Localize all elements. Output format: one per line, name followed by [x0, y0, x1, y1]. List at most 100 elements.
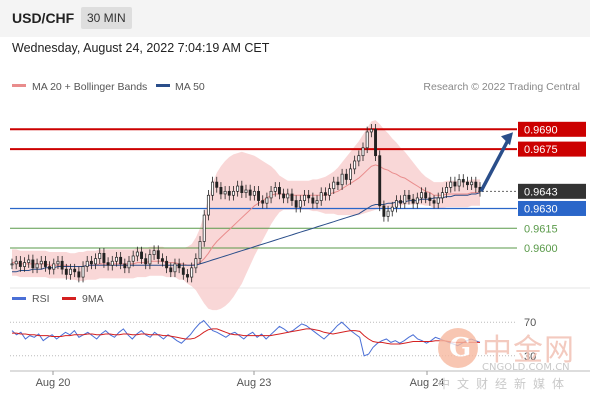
level-label-box-0.9675: [518, 141, 586, 157]
candle-body: [152, 250, 156, 256]
candle-body: [445, 187, 449, 193]
bb-legend-swatch: [12, 84, 26, 87]
candle-body: [290, 193, 294, 201]
candle-body: [202, 214, 206, 242]
candle-body: [365, 131, 369, 149]
level-label-0.9600: 0.9600: [524, 243, 558, 255]
candle-body: [232, 190, 235, 196]
candle-body: [85, 260, 89, 267]
candle-body: [466, 181, 469, 186]
candle-body: [340, 173, 344, 186]
candle-body: [115, 256, 118, 262]
candle-body: [461, 179, 465, 183]
candle-body: [43, 260, 47, 267]
candle-body: [323, 192, 327, 196]
candle-body: [286, 193, 290, 199]
candle-body: [98, 252, 102, 259]
chart-datetime: Wednesday, August 24, 2022 7:04:19 AM CE…: [12, 41, 270, 55]
candle-body: [89, 260, 93, 265]
candle-body: [457, 179, 461, 187]
candle-body: [227, 190, 231, 196]
candle-body: [394, 200, 398, 208]
candle-body: [236, 185, 240, 192]
candle-body: [194, 258, 198, 269]
candle-body: [453, 181, 457, 187]
candle-body: [215, 181, 219, 188]
candle-body: [407, 194, 411, 200]
candle-body: [52, 263, 56, 270]
rsi-layer: 70 30: [10, 317, 536, 363]
timeframe-button[interactable]: 30 MIN: [81, 7, 132, 29]
rsi-tick-30: 30: [524, 351, 536, 363]
candle-body: [123, 263, 127, 269]
candle-body: [35, 263, 39, 269]
candle-body: [307, 194, 311, 199]
candle-body: [257, 190, 260, 201]
candle-body: [319, 192, 323, 201]
candle-body: [357, 155, 361, 162]
candle-body: [211, 181, 215, 196]
candle-body: [315, 200, 319, 204]
candle-body: [369, 128, 373, 133]
candle-body: [144, 258, 148, 265]
candle-body: [81, 266, 85, 278]
candle-body: [56, 260, 60, 265]
x-tick-label: Aug 23: [237, 377, 272, 389]
candle-body: [219, 187, 223, 195]
level-label-0.9690: 0.9690: [524, 124, 558, 136]
candle-body: [474, 181, 478, 188]
candle-body: [332, 181, 336, 190]
candle-body: [94, 258, 98, 265]
candle-body: [432, 200, 436, 204]
credit-text: Research © 2022 Trading Central: [423, 81, 580, 93]
candle-body: [361, 147, 365, 157]
candle-body: [424, 192, 428, 199]
candle-body: [244, 189, 248, 193]
candle-body: [135, 251, 139, 257]
level-label-0.9630: 0.9630: [524, 203, 558, 215]
watermark-url: CNGOLD.COM.CN: [482, 362, 570, 373]
candle-body: [69, 268, 72, 275]
top-bar: USD/CHF 30 MIN: [0, 0, 590, 37]
axis-layer: Aug 20 Aug 23 Aug 24: [36, 371, 445, 389]
candle-body: [248, 189, 252, 196]
candle-body: [298, 200, 302, 208]
candle-body: [277, 187, 281, 195]
candle-body: [223, 190, 227, 195]
candle-body: [336, 181, 340, 186]
candle-body: [436, 197, 440, 204]
level-label-0.9675: 0.9675: [524, 144, 558, 156]
candle-body: [282, 193, 286, 199]
candle-body: [181, 267, 185, 275]
x-tick-label: Aug 24: [410, 377, 445, 389]
candle-body: [148, 254, 152, 265]
candle-body: [378, 155, 382, 207]
candle-body: [169, 267, 173, 273]
rsi-tick-70: 70: [524, 317, 536, 329]
candle-body: [198, 241, 202, 259]
ma50-legend-label: MA 50: [175, 81, 205, 93]
candle-body: [110, 260, 114, 266]
candle-body: [186, 274, 189, 278]
candle-body: [374, 128, 377, 157]
candle-body: [173, 263, 177, 273]
candle-body: [160, 258, 164, 262]
price-layer: 0.9690 0.9675 0.9643 0.9630 0.9615 0.9600: [10, 120, 586, 311]
candle-body: [273, 187, 277, 192]
candle-body: [31, 259, 35, 269]
candle-body: [64, 268, 68, 275]
ma9-legend-swatch: [62, 297, 76, 300]
candle-body: [39, 260, 43, 265]
watermark: G 中金网 CNGOLD.COM.CN 中文财经新媒体: [438, 325, 588, 395]
candle-body: [328, 188, 332, 196]
candle-body: [240, 185, 244, 193]
candle-body: [119, 256, 123, 265]
rsi-ma9-line: [12, 328, 480, 345]
level-label-box-0.9643: [518, 183, 586, 199]
candle-body: [14, 260, 18, 265]
symbol-label: USD/CHF: [12, 10, 75, 26]
candle-body: [386, 210, 390, 217]
candle-body: [411, 198, 415, 204]
candle-body: [127, 260, 131, 269]
level-label-0.9643: 0.9643: [524, 186, 558, 198]
